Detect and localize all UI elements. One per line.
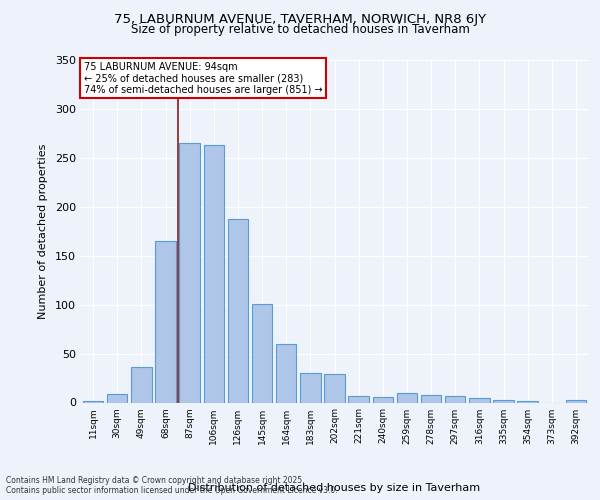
Bar: [203, 145, 224, 403]
Text: 75 LABURNUM AVENUE: 94sqm
← 25% of detached houses are smaller (283)
74% of semi: 75 LABURNUM AVENUE: 94sqm ← 25% of detac…: [83, 62, 322, 95]
Bar: [493, 400, 514, 402]
Bar: [469, 398, 490, 402]
Bar: [566, 400, 586, 402]
Text: Contains HM Land Registry data © Crown copyright and database right 2025.
Contai: Contains HM Land Registry data © Crown c…: [6, 476, 338, 495]
Bar: [324, 374, 345, 402]
Bar: [155, 241, 176, 402]
Y-axis label: Number of detached properties: Number of detached properties: [38, 144, 48, 319]
Bar: [276, 344, 296, 403]
Bar: [421, 394, 442, 402]
Text: Size of property relative to detached houses in Taverham: Size of property relative to detached ho…: [131, 22, 469, 36]
Bar: [349, 396, 369, 402]
Bar: [252, 304, 272, 402]
Bar: [300, 373, 320, 402]
Bar: [397, 392, 417, 402]
Bar: [517, 400, 538, 402]
Bar: [131, 368, 152, 402]
Bar: [179, 143, 200, 403]
Bar: [227, 218, 248, 402]
Bar: [83, 400, 103, 402]
Bar: [373, 396, 393, 402]
Bar: [445, 396, 466, 402]
Bar: [107, 394, 127, 402]
X-axis label: Distribution of detached houses by size in Taverham: Distribution of detached houses by size …: [188, 482, 481, 492]
Text: 75, LABURNUM AVENUE, TAVERHAM, NORWICH, NR8 6JY: 75, LABURNUM AVENUE, TAVERHAM, NORWICH, …: [114, 12, 486, 26]
